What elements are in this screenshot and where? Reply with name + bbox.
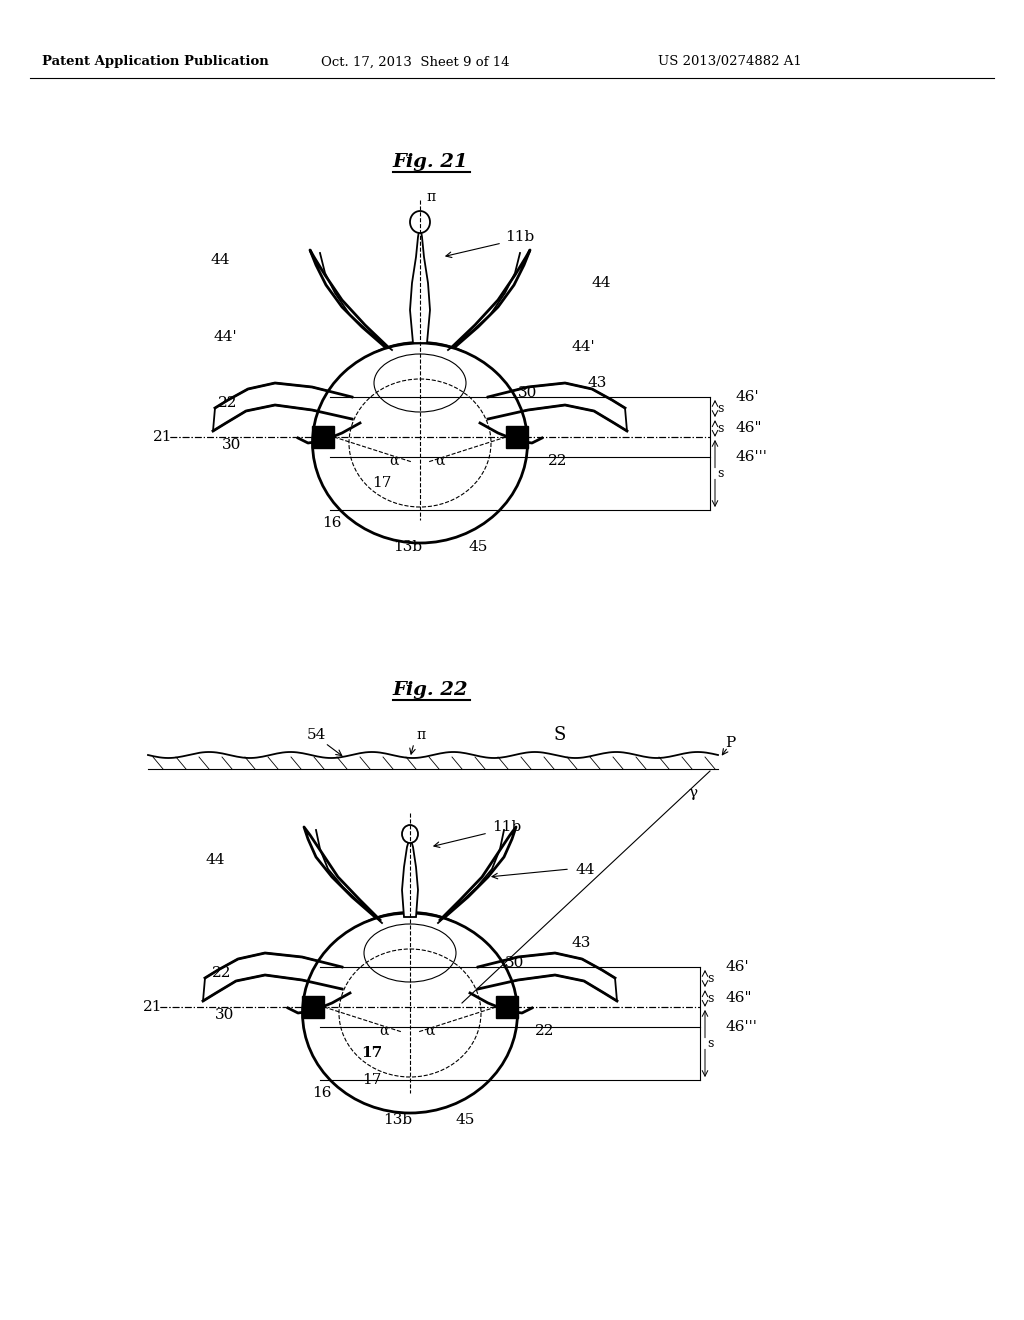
- Ellipse shape: [410, 211, 430, 234]
- Text: 54: 54: [306, 729, 326, 742]
- Text: S: S: [554, 726, 566, 744]
- Polygon shape: [488, 383, 627, 432]
- Text: 17: 17: [361, 1045, 383, 1060]
- Polygon shape: [478, 953, 617, 1001]
- Text: P: P: [725, 737, 735, 750]
- Polygon shape: [402, 837, 418, 917]
- Text: 22: 22: [212, 966, 231, 979]
- Text: 45: 45: [456, 1113, 475, 1127]
- Text: 46': 46': [735, 389, 759, 404]
- Text: 43: 43: [572, 936, 592, 950]
- FancyBboxPatch shape: [302, 997, 324, 1018]
- Text: 44: 44: [592, 276, 611, 290]
- Text: α: α: [379, 1024, 389, 1038]
- Text: s: s: [707, 972, 714, 985]
- Text: 30: 30: [222, 438, 242, 451]
- Text: α: α: [435, 454, 444, 469]
- Ellipse shape: [402, 825, 418, 843]
- Polygon shape: [410, 224, 430, 343]
- Polygon shape: [203, 953, 342, 1001]
- Text: s: s: [707, 1038, 714, 1049]
- Text: 16: 16: [323, 516, 342, 531]
- Text: γ: γ: [688, 785, 697, 800]
- Ellipse shape: [312, 343, 527, 543]
- Text: 46''': 46''': [725, 1020, 757, 1034]
- Text: 30: 30: [518, 385, 538, 400]
- Text: α: α: [389, 454, 398, 469]
- Text: 44': 44': [572, 341, 596, 354]
- Text: 44: 44: [575, 863, 595, 876]
- Text: 21: 21: [153, 430, 172, 444]
- Text: π: π: [416, 729, 425, 742]
- Text: 46': 46': [725, 960, 749, 974]
- Text: 45: 45: [468, 540, 487, 554]
- Text: US 2013/0274882 A1: US 2013/0274882 A1: [658, 55, 802, 69]
- Polygon shape: [213, 383, 352, 432]
- Text: 44: 44: [205, 853, 224, 867]
- Text: Oct. 17, 2013  Sheet 9 of 14: Oct. 17, 2013 Sheet 9 of 14: [321, 55, 509, 69]
- Ellipse shape: [342, 912, 477, 994]
- Text: 17: 17: [373, 477, 392, 490]
- FancyBboxPatch shape: [496, 997, 518, 1018]
- Text: 17: 17: [362, 1073, 382, 1086]
- Text: π: π: [426, 190, 435, 205]
- Text: 30: 30: [215, 1008, 234, 1022]
- Text: 44: 44: [210, 253, 229, 267]
- Text: Patent Application Publication: Patent Application Publication: [42, 55, 268, 69]
- Ellipse shape: [364, 924, 456, 982]
- Text: 22: 22: [535, 1024, 555, 1038]
- Text: 43: 43: [588, 376, 607, 389]
- Text: 46": 46": [735, 421, 762, 436]
- Text: 22: 22: [218, 396, 238, 411]
- Text: Fig. 22: Fig. 22: [392, 681, 468, 700]
- Text: α: α: [425, 1024, 434, 1038]
- Text: 21: 21: [142, 1001, 162, 1014]
- Text: 46''': 46''': [735, 450, 767, 465]
- Ellipse shape: [302, 913, 517, 1113]
- Text: 13b: 13b: [393, 540, 423, 554]
- Text: Fig. 21: Fig. 21: [392, 153, 468, 172]
- Text: 11b: 11b: [505, 230, 535, 244]
- Text: 13b: 13b: [383, 1113, 413, 1127]
- Ellipse shape: [374, 354, 466, 412]
- FancyBboxPatch shape: [312, 426, 334, 447]
- Text: s: s: [717, 422, 723, 436]
- Text: 11b: 11b: [492, 820, 521, 834]
- Text: 16: 16: [312, 1086, 332, 1100]
- Text: 30: 30: [505, 956, 524, 970]
- Text: 44': 44': [213, 330, 237, 345]
- Text: 46": 46": [725, 991, 752, 1006]
- Text: s: s: [717, 403, 723, 414]
- Text: s: s: [717, 467, 723, 480]
- FancyBboxPatch shape: [506, 426, 528, 447]
- Text: 22: 22: [548, 454, 567, 469]
- Ellipse shape: [352, 342, 487, 424]
- Text: s: s: [707, 993, 714, 1005]
